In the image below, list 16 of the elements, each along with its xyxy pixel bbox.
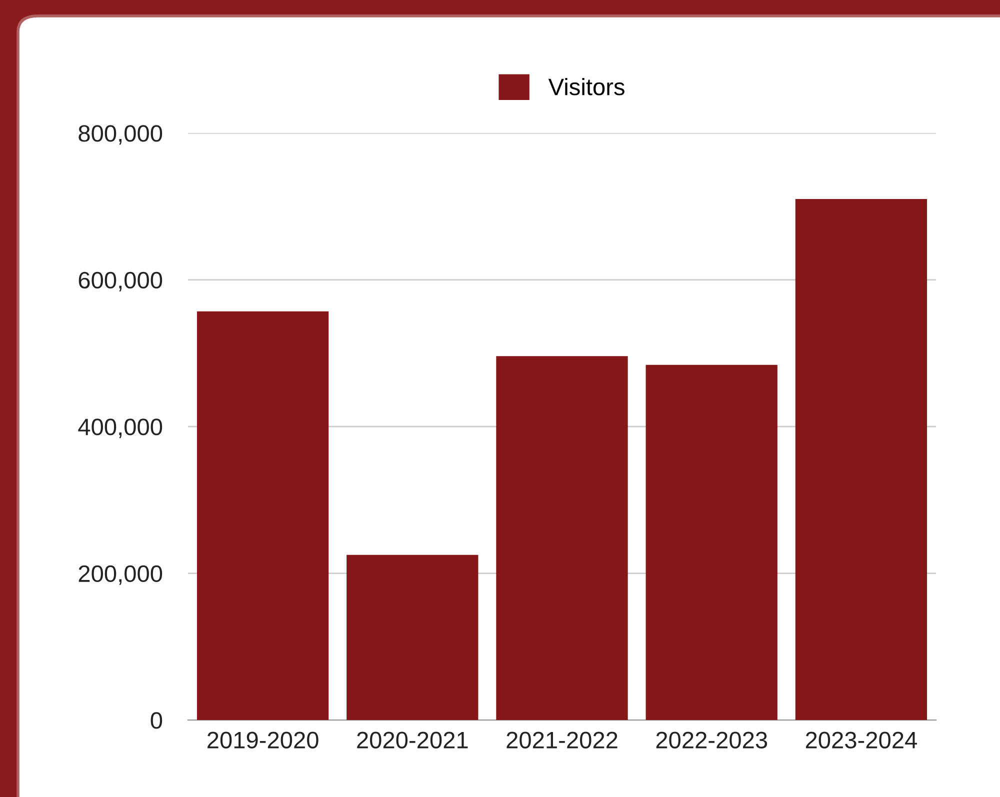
bar xyxy=(196,311,329,720)
x-tick-label: 2019-2020 xyxy=(208,732,318,748)
bar xyxy=(346,554,478,720)
y-tick-label: 600,000 xyxy=(78,272,162,292)
y-tick-label: 800,000 xyxy=(78,125,162,145)
x-tick-label: 2020-2021 xyxy=(357,732,468,748)
x-tick-label: 2023-2024 xyxy=(806,732,917,748)
y-tick-label: 0 xyxy=(150,712,162,729)
x-tick-label: 2022-2023 xyxy=(656,732,768,748)
legend-label: Visitors xyxy=(548,78,624,96)
y-tick-label: 400,000 xyxy=(78,418,162,438)
y-tick-label: 200,000 xyxy=(78,565,162,585)
bar xyxy=(795,199,928,720)
bar xyxy=(646,364,778,720)
bar xyxy=(496,356,628,720)
x-tick-label: 2021-2022 xyxy=(506,732,618,748)
